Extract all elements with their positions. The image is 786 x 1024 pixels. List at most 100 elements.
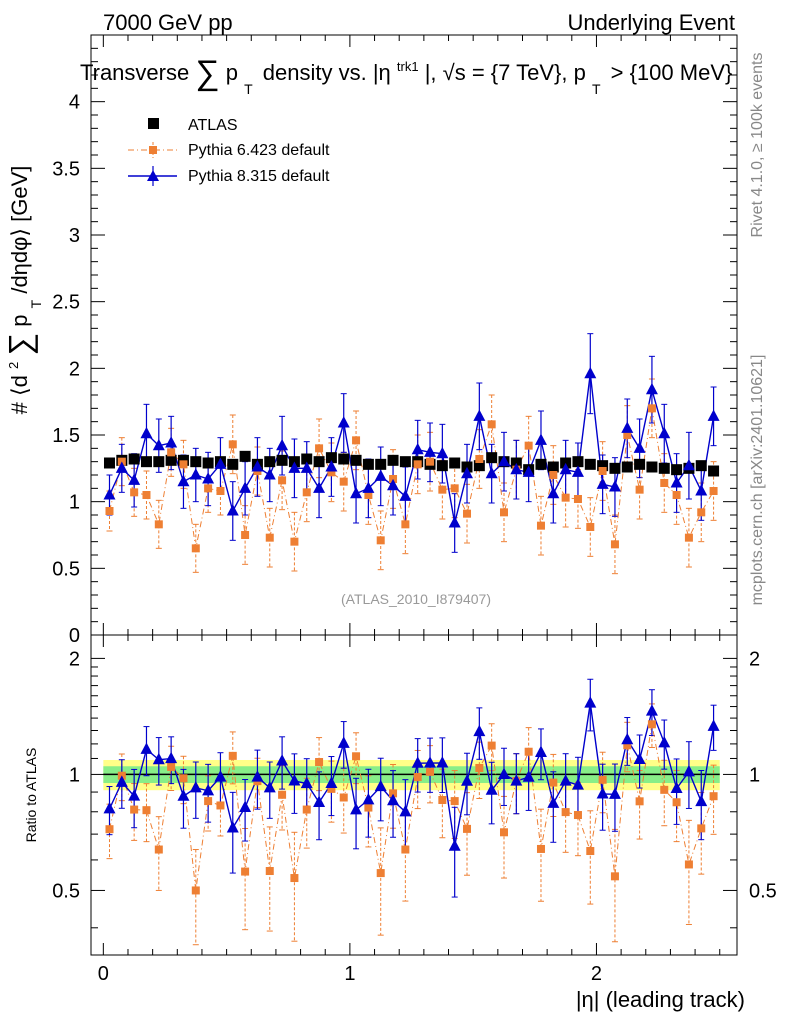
pythia6-ratio-point bbox=[475, 763, 484, 772]
pythia8-ratio-point bbox=[584, 696, 597, 708]
pythia6-ratio-point bbox=[586, 847, 595, 856]
pythia8-point bbox=[165, 436, 178, 448]
pythia6-point bbox=[339, 477, 348, 486]
pythia6-point bbox=[475, 455, 484, 463]
pythia6-ratio-point bbox=[105, 825, 114, 834]
pythia8-point bbox=[596, 477, 609, 489]
pythia8-ratio-point bbox=[448, 839, 461, 851]
pythia6-point bbox=[635, 485, 644, 494]
pythia6-point bbox=[672, 491, 681, 499]
pythia8-ratio-point bbox=[251, 770, 264, 782]
ratio-ticks bbox=[91, 635, 737, 955]
y-tick-label: 0 bbox=[69, 625, 80, 647]
rivet-version-text: Rivet 4.1.0, ≥ 100k events bbox=[749, 53, 766, 238]
pythia6-point bbox=[623, 431, 632, 439]
atlas-point bbox=[547, 461, 559, 473]
pythia8-point bbox=[608, 480, 621, 492]
atlas-point bbox=[338, 453, 350, 465]
pythia6-point bbox=[142, 491, 151, 499]
pythia8-ratio-point bbox=[152, 752, 165, 765]
pythia8-point bbox=[350, 486, 363, 499]
pythia8-ratio-point bbox=[571, 778, 584, 790]
ratio-tick-label-left: 1 bbox=[69, 764, 80, 786]
legend-label-pythia6: Pythia 6.423 default bbox=[188, 142, 330, 159]
pythia6-point bbox=[105, 507, 114, 515]
ylabel-sub-t: T bbox=[28, 299, 44, 308]
pythia6-ratio-point bbox=[697, 824, 706, 833]
atlas-point bbox=[165, 454, 177, 466]
atlas-point bbox=[140, 456, 152, 468]
pythia8-point bbox=[682, 458, 695, 471]
pythia6-point bbox=[191, 544, 200, 553]
pythia8-ratio-point bbox=[165, 751, 178, 764]
y-tick-label: 2 bbox=[69, 358, 80, 380]
pythia8-point bbox=[695, 484, 708, 496]
atlas-point bbox=[436, 460, 448, 472]
legend-marker-atlas bbox=[148, 118, 159, 129]
pythia6-ratio-point bbox=[278, 790, 287, 799]
legend-marker-pythia6 bbox=[149, 146, 157, 154]
pythia8-point bbox=[288, 461, 301, 473]
pythia6-ratio-point bbox=[302, 805, 311, 814]
ylabel-sup-two: 2 bbox=[6, 362, 21, 369]
pythia8-ratio-point bbox=[263, 780, 276, 793]
svg-text:# ⟨d 2 ∑: # ⟨d 2 ∑ p T /dηdφ⟩ [GeV] bbox=[0, 166, 46, 415]
title-part-d: > {100 MeV} bbox=[611, 60, 733, 85]
atlas-point bbox=[399, 456, 411, 468]
title-p: p bbox=[226, 60, 238, 85]
atlas-point bbox=[325, 452, 337, 464]
pythia8-ratio-point bbox=[522, 770, 535, 782]
atlas-point bbox=[486, 452, 498, 464]
pythia6-ratio-point bbox=[191, 886, 200, 895]
atlas-point bbox=[190, 456, 202, 468]
pythia6-point bbox=[167, 448, 176, 457]
atlas-point bbox=[362, 458, 374, 470]
pythia8-point bbox=[214, 457, 227, 469]
ratio-tick-label-right: 1 bbox=[749, 764, 760, 786]
ratio-tick-labels: 0 1 2 0.5 0.5 1 1 2 2 bbox=[52, 648, 777, 985]
pythia8-point bbox=[399, 489, 412, 501]
pythia6-ratio-line bbox=[109, 724, 715, 891]
mcplots-text: mcplots.cern.ch [arXiv:2401.10621] bbox=[749, 355, 766, 606]
atlas-point bbox=[535, 458, 547, 470]
pythia8-ratio-point bbox=[547, 796, 560, 808]
pythia6-point bbox=[549, 471, 558, 479]
pythia8-ratio-point bbox=[387, 793, 400, 806]
pythia6-ratio-point bbox=[561, 808, 570, 817]
ratio-tick-label-left: 0.5 bbox=[52, 880, 80, 902]
pythia6-point bbox=[216, 487, 225, 495]
pythia6-ratio-point bbox=[130, 805, 139, 814]
pythia8-line bbox=[108, 373, 715, 524]
atlas-point bbox=[313, 456, 325, 468]
pythia8-ratio-point bbox=[300, 776, 313, 789]
y-tick-label: 2.5 bbox=[52, 292, 80, 314]
title-sub-t: T bbox=[244, 81, 253, 97]
pythia8-point bbox=[374, 469, 387, 481]
pythia8-point bbox=[202, 472, 215, 484]
atlas-point bbox=[658, 462, 670, 474]
analysis-id: (ATLAS_2010_I879407) bbox=[341, 591, 491, 607]
atlas-point bbox=[128, 453, 140, 465]
pythia8-point bbox=[473, 409, 486, 421]
ratio-panel: 0 1 2 0.5 0.5 1 1 2 2 bbox=[52, 634, 777, 985]
pythia6-ratio-point bbox=[660, 785, 669, 794]
ratio-tick-label-right: 2 bbox=[749, 648, 760, 670]
pythia8-ratio-point bbox=[362, 792, 375, 805]
pythia8-point bbox=[103, 488, 116, 500]
pythia6-point bbox=[536, 521, 545, 530]
title-part-a: Transverse bbox=[80, 60, 189, 85]
y-axis-label: # ⟨d 2 ∑ p T /dηdφ⟩ [GeV] bbox=[0, 166, 46, 415]
pythia6-ratio-point bbox=[709, 792, 718, 801]
pythia6-ratio-point bbox=[401, 845, 410, 854]
pythia8-ratio-point bbox=[497, 767, 510, 779]
pythia6-point bbox=[598, 467, 607, 475]
pythia8-point bbox=[177, 474, 190, 487]
pythia6-point bbox=[327, 468, 336, 477]
pythia6-ratio-point bbox=[376, 869, 385, 878]
pythia8-point bbox=[547, 486, 560, 499]
pythia6-point bbox=[413, 460, 422, 469]
pythia8-point bbox=[559, 462, 572, 475]
pythia8-point bbox=[424, 445, 437, 457]
atlas-point bbox=[301, 453, 313, 465]
pythia8-ratio-point bbox=[140, 742, 153, 754]
